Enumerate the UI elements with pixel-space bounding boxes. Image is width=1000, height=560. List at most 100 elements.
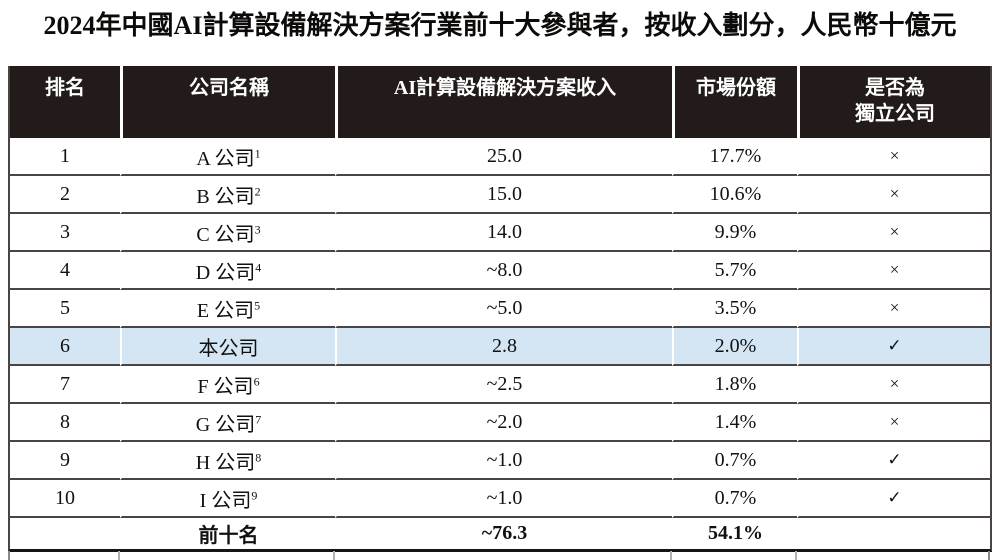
share-cell: 1.4% [672,404,797,442]
revenue-cell: ~5.0 [335,290,672,328]
table-row: 4 D 公司4 ~8.0 5.7% × [10,252,990,290]
rank-cell: 7 [10,366,120,404]
footnote-marker: 6 [253,373,260,388]
revenue-cell: 15.0 [335,176,672,214]
cropped-next-row-stubs [8,551,992,560]
share-cell: 2.0% [672,328,797,366]
share-cell: 5.7% [672,252,797,290]
company-name: C 公司 [196,223,255,246]
table-row: 10 I 公司9 ~1.0 0.7% ✓ [10,480,990,518]
company-name: I 公司 [199,489,252,512]
header-independent-line2: 獨立公司 [855,103,935,125]
share-cell: 0.7% [672,480,797,518]
totals-row: 前十名 ~76.3 54.1% [10,518,990,549]
company-cell: G 公司7 [120,404,335,442]
company-name: B 公司 [196,185,255,208]
company-cell: 本公司 [120,328,335,366]
share-cell: 17.7% [672,138,797,176]
header-company: 公司名稱 [120,66,335,138]
table-row: 5 E 公司5 ~5.0 3.5% × [10,290,990,328]
company-cell: C 公司3 [120,214,335,252]
company-cell: A 公司1 [120,138,335,176]
share-cell: 9.9% [672,214,797,252]
cross-icon: × [797,404,990,442]
revenue-cell: ~2.5 [335,366,672,404]
check-icon: ✓ [797,328,990,366]
company-cell: B 公司2 [120,176,335,214]
table-row: 7 F 公司6 ~2.5 1.8% × [10,366,990,404]
header-revenue: AI計算設備解決方案收入 [335,66,672,138]
footnote-marker: 2 [254,183,261,198]
top-ten-participants-table: 排名 公司名稱 AI計算設備解決方案收入 市場份額 是否為 獨立公司 1 A 公… [8,66,992,552]
rank-cell: 2 [10,176,120,214]
company-cell: E 公司5 [120,290,335,328]
table-row: 1 A 公司1 25.0 17.7% × [10,138,990,176]
company-cell: D 公司4 [120,252,335,290]
company-name: 本公司 [198,337,259,360]
rank-cell [10,518,120,549]
rank-cell: 4 [10,252,120,290]
share-cell: 10.6% [672,176,797,214]
revenue-cell: 25.0 [335,138,672,176]
table-right-border-stub [988,551,990,560]
table-row: 9 H 公司8 ~1.0 0.7% ✓ [10,442,990,480]
table-row: 3 C 公司3 14.0 9.9% × [10,214,990,252]
rank-cell: 10 [10,480,120,518]
revenue-cell: ~8.0 [335,252,672,290]
cross-icon: × [797,252,990,290]
share-cell: 0.7% [672,442,797,480]
totals-independent [797,518,990,549]
column-divider-stub [333,551,335,560]
check-icon: ✓ [797,480,990,518]
header-independent-line1: 是否為 [865,77,925,99]
company-name: A 公司 [196,147,255,170]
column-divider-stub [118,551,120,560]
cross-icon: × [797,176,990,214]
cross-icon: × [797,138,990,176]
header-independent: 是否為 獨立公司 [797,66,990,138]
header-row: 排名 公司名稱 AI計算設備解決方案收入 市場份額 是否為 獨立公司 [10,66,990,138]
header-share: 市場份額 [672,66,797,138]
share-cell: 3.5% [672,290,797,328]
footnote-marker: 8 [255,449,262,464]
footnote-marker: 9 [251,487,258,502]
page-title: 2024年中國AI計算設備解決方案行業前十大參與者，按收入劃分，人民幣十億元 [43,11,957,40]
footnote-marker: 1 [254,145,261,160]
company-cell: I 公司9 [120,480,335,518]
totals-revenue: ~76.3 [335,518,672,549]
rank-cell: 1 [10,138,120,176]
rank-cell: 3 [10,214,120,252]
check-icon: ✓ [797,442,990,480]
rank-cell: 5 [10,290,120,328]
revenue-cell: 2.8 [335,328,672,366]
totals-label: 前十名 [120,518,335,549]
footnote-marker: 7 [255,411,262,426]
rank-cell: 9 [10,442,120,480]
revenue-cell: 14.0 [335,214,672,252]
rank-cell: 6 [10,328,120,366]
share-cell: 1.8% [672,366,797,404]
footnote-marker: 4 [255,259,262,274]
footnote-marker: 5 [254,297,261,312]
company-name: E 公司 [196,299,255,322]
revenue-cell: ~1.0 [335,480,672,518]
table-row: 8 G 公司7 ~2.0 1.4% × [10,404,990,442]
cross-icon: × [797,290,990,328]
company-cell: H 公司8 [120,442,335,480]
table-row: 2 B 公司2 15.0 10.6% × [10,176,990,214]
table-left-border-stub [8,551,10,560]
revenue-cell: ~2.0 [335,404,672,442]
company-name: F 公司 [197,375,254,398]
table-row-our-company: 6 本公司 2.8 2.0% ✓ [10,328,990,366]
footnote-marker: 3 [254,221,261,236]
cross-icon: × [797,214,990,252]
company-name: G 公司 [195,413,256,436]
column-divider-stub [795,551,797,560]
rank-cell: 8 [10,404,120,442]
totals-share: 54.1% [672,518,797,549]
cross-icon: × [797,366,990,404]
header-rank: 排名 [10,66,120,138]
company-name: D 公司 [195,261,256,284]
company-name: H 公司 [195,451,256,474]
revenue-cell: ~1.0 [335,442,672,480]
